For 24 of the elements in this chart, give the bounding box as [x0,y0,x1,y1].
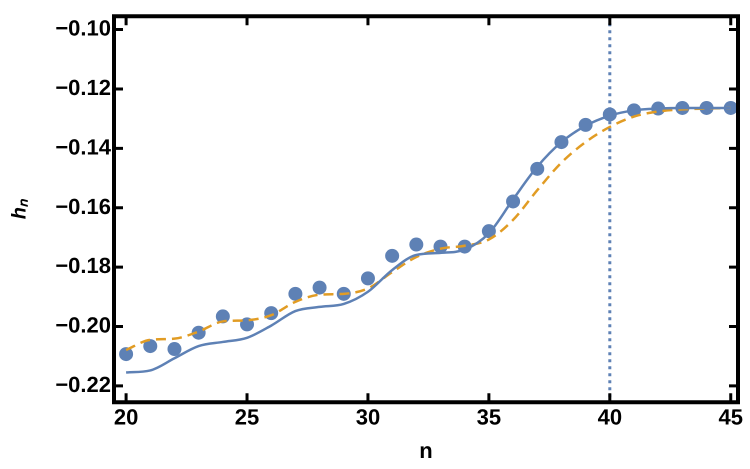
x-tick-label: 25 [234,404,260,430]
y-tick-label: −0.22 [55,372,111,397]
point [240,317,254,332]
y-tick-label: −0.12 [55,75,111,100]
point [385,248,400,263]
y-tick-label: −0.16 [55,194,111,219]
y-axis-title: hₙ [8,198,31,220]
x-tick-label: 40 [598,404,622,430]
x-tick-label: 45 [718,404,743,430]
x-tick-label: 35 [476,404,502,430]
y-tick-label: −0.10 [55,16,111,41]
point [143,339,158,354]
y-tick-label: −0.14 [55,134,112,160]
y-tick-label: −0.18 [55,253,111,278]
point [288,286,302,301]
x-tick-label: 20 [114,404,138,430]
point [360,271,375,286]
point [312,280,327,295]
y-tick-label: −0.20 [55,312,111,338]
x-axis-title: n [419,438,433,463]
x-tick-label: 30 [356,404,380,430]
point [409,238,424,252]
point [119,347,134,362]
point [167,342,182,356]
